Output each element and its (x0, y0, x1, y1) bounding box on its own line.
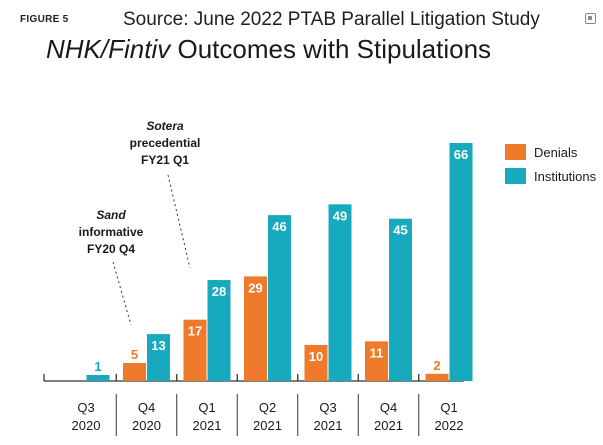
legend-label-institutions: Institutions (534, 168, 597, 184)
data-label-institutions: 46 (272, 219, 286, 234)
figure-label: FIGURE 5 (20, 14, 69, 25)
bar-denials-q4-2020 (123, 362, 146, 381)
annotation-sotera-line: Sotera (146, 119, 184, 133)
annotation-sand-line: informative (79, 225, 144, 239)
bar-denials-q1-2022 (425, 373, 449, 381)
data-label-institutions: 45 (393, 223, 407, 238)
x-tick-label-quarter: Q4 (138, 400, 155, 415)
x-tick-label-quarter: Q1 (440, 400, 457, 415)
annotation-sand-leader (112, 261, 132, 326)
x-tick-label-year: 2021 (314, 418, 343, 433)
data-label-institutions: 66 (454, 147, 468, 162)
annotation-sotera-line: FY21 Q1 (141, 153, 189, 167)
bar-institutions-q3-2021 (328, 204, 352, 381)
bar-institutions-q3-2020 (86, 375, 110, 381)
data-label-denials: 29 (248, 280, 262, 295)
data-label-denials: 5 (131, 347, 138, 362)
annotation-sand-line: Sand (96, 208, 126, 222)
x-tick-label-year: 2021 (374, 418, 403, 433)
x-tick-label-year: 2020 (132, 418, 161, 433)
data-label-denials: 11 (370, 345, 384, 360)
data-label-institutions: 49 (333, 208, 347, 223)
data-label-institutions: 1 (94, 359, 101, 374)
bar-institutions-q4-2021 (389, 218, 412, 381)
bar-institutions-q4-2020 (147, 334, 170, 381)
x-tick-label-quarter: Q4 (380, 400, 397, 415)
x-tick-label-year: 2021 (193, 418, 222, 433)
bar-institutions-q1-2021 (207, 280, 231, 381)
expand-icon[interactable] (585, 13, 596, 24)
data-label-institutions: 28 (212, 284, 226, 299)
bar-denials-q1-2021 (183, 319, 207, 381)
x-tick-label-year: 2021 (253, 418, 282, 433)
data-label-institutions: 13 (151, 338, 165, 353)
bar-institutions-q2-2021 (268, 215, 291, 381)
source-caption: Source: June 2022 PTAB Parallel Litigati… (123, 9, 540, 30)
legend-swatch-institutions (505, 168, 526, 184)
x-tick-label-quarter: Q3 (77, 400, 94, 415)
data-label-denials: 10 (309, 349, 323, 364)
title-rest: Outcomes with Stipulations (170, 34, 492, 64)
x-tick-label-year: 2022 (435, 418, 464, 433)
bar-institutions-q1-2022 (449, 143, 473, 381)
annotation-sotera-line: precedential (130, 136, 201, 150)
chart-legend: Denials Institutions (505, 141, 596, 189)
legend-label-denials: Denials (534, 144, 578, 160)
x-tick-label-quarter: Q2 (259, 400, 276, 415)
title-italic-part: NHK/Fintiv (46, 34, 171, 64)
x-tick-label-year: 2020 (72, 418, 101, 433)
legend-item-institutions: Institutions (505, 165, 596, 187)
legend-item-denials: Denials (505, 141, 596, 163)
legend-swatch-denials (505, 144, 526, 160)
x-tick-label-quarter: Q3 (319, 400, 336, 415)
chart-title: NHK/Fintiv Outcomes with Stipulations (46, 34, 491, 65)
bar-denials-q3-2021 (304, 344, 328, 381)
data-label-denials: 17 (188, 324, 202, 339)
bar-denials-q2-2021 (244, 276, 267, 381)
bar-denials-q4-2021 (365, 341, 388, 381)
x-tick-label-quarter: Q1 (198, 400, 215, 415)
annotation-sand-line: FY20 Q4 (87, 242, 135, 256)
data-label-denials: 2 (433, 358, 440, 373)
annotation-sotera-leader (167, 174, 191, 269)
